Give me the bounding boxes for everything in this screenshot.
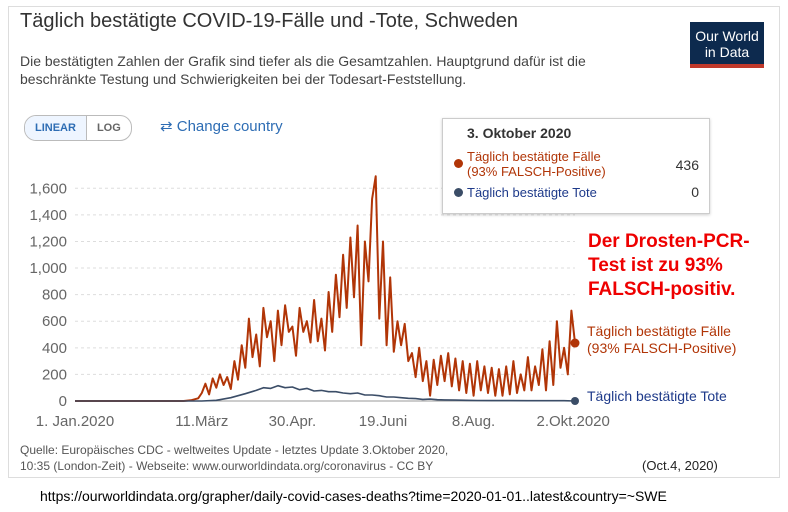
cases-series-label-2: (93% FALSCH-Positive)	[587, 340, 737, 356]
tooltip-cases-value: 436	[675, 157, 699, 173]
y-tick-label: 800	[42, 287, 67, 304]
swap-arrows-icon: ⇄	[160, 118, 173, 135]
x-tick-label: 2.Okt.2020	[536, 413, 609, 430]
source-note: Quelle: Europäisches CDC - weltweites Up…	[20, 442, 448, 474]
deaths-series-label[interactable]: Täglich bestätigte Tote	[587, 388, 727, 404]
annotation-callout: Der Drosten-PCR- Test ist zu 93% FALSCH-…	[588, 230, 750, 302]
date-note: (Oct.4, 2020)	[642, 458, 718, 473]
cases-series-label[interactable]: Täglich bestätigte Fälle (93% FALSCH-Pos…	[587, 323, 736, 357]
chart-frame	[8, 6, 780, 478]
deaths-dot-icon	[454, 188, 463, 197]
owid-logo[interactable]: Our World in Data	[690, 22, 764, 68]
change-country-label: Change country	[176, 118, 283, 135]
x-tick-label: 1. Jan.2020	[36, 413, 114, 430]
chart-subtitle: Die bestätigten Zahlen der Grafik sind t…	[20, 53, 586, 87]
y-tick-label: 1,000	[29, 260, 67, 277]
y-tick-label: 1,400	[29, 207, 67, 224]
tooltip-deaths-value: 0	[691, 184, 699, 200]
cases-series-label-1: Täglich bestätigte Fälle	[587, 323, 731, 339]
x-tick-label: 8.Aug.	[452, 413, 495, 430]
tooltip-deaths-label: Täglich bestätigte Tote	[467, 185, 597, 200]
y-axis-ticks: 0 200 400 600 800 1,000 1,200 1,400 1,600	[29, 180, 67, 410]
change-country-link[interactable]: ⇄ Change country	[160, 117, 283, 135]
callout-line-2: Test ist zu 93%	[588, 255, 723, 276]
cases-dot-icon	[454, 159, 463, 168]
tooltip-cases-label-1: Täglich bestätigte Fälle	[467, 149, 601, 164]
logo-line-2: in Data	[704, 44, 750, 60]
y-tick-label: 0	[59, 393, 67, 410]
x-axis-ticks: 1. Jan.2020 11.März 30.Apr. 19.Juni 8.Aug. 2.…	[36, 413, 610, 430]
y-tick-label: 400	[42, 340, 67, 357]
callout-line-1: Der Drosten-PCR-	[588, 231, 750, 252]
x-tick-label: 19.Juni	[359, 413, 407, 430]
tooltip-date: 3. Oktober 2020	[467, 125, 572, 141]
y-tick-label: 600	[42, 313, 67, 330]
source-url: https://ourworldindata.org/grapher/daily…	[40, 488, 667, 504]
grid-lines	[75, 187, 575, 402]
deaths-end-point	[571, 397, 579, 405]
tooltip-deaths-row: Täglich bestätigte Tote	[454, 185, 597, 200]
source-line-1: Quelle: Europäisches CDC - weltweites Up…	[20, 443, 449, 457]
chart-title: Täglich bestätigte COVID-19-Fälle und -T…	[20, 10, 519, 32]
y-tick-label: 1,200	[29, 233, 67, 250]
cases-end-point	[570, 338, 580, 348]
tooltip-cases-label-2: (93% FALSCH-Positive)	[467, 164, 606, 179]
deaths-series-line	[75, 384, 576, 402]
callout-line-3: FALSCH-positiv.	[588, 279, 736, 300]
x-tick-label: 11.März	[175, 413, 228, 430]
x-tick-label: 30.Apr.	[269, 413, 317, 430]
scale-toggle: LINEAR LOG	[24, 115, 132, 141]
source-line-2: 10:35 (London-Zeit) - Webseite: www.ourw…	[20, 459, 434, 473]
logo-line-1: Our World	[695, 28, 759, 44]
tooltip-cases-row: Täglich bestätigte Fälle (93% FALSCH-Pos…	[454, 149, 606, 179]
hover-tooltip: 3. Oktober 2020 Täglich bestätigte Fälle…	[442, 118, 710, 214]
linear-button[interactable]: LINEAR	[25, 116, 87, 140]
cases-series-line	[75, 175, 576, 402]
y-tick-label: 1,600	[29, 180, 67, 197]
log-button[interactable]: LOG	[96, 122, 121, 134]
y-tick-label: 200	[42, 366, 67, 383]
